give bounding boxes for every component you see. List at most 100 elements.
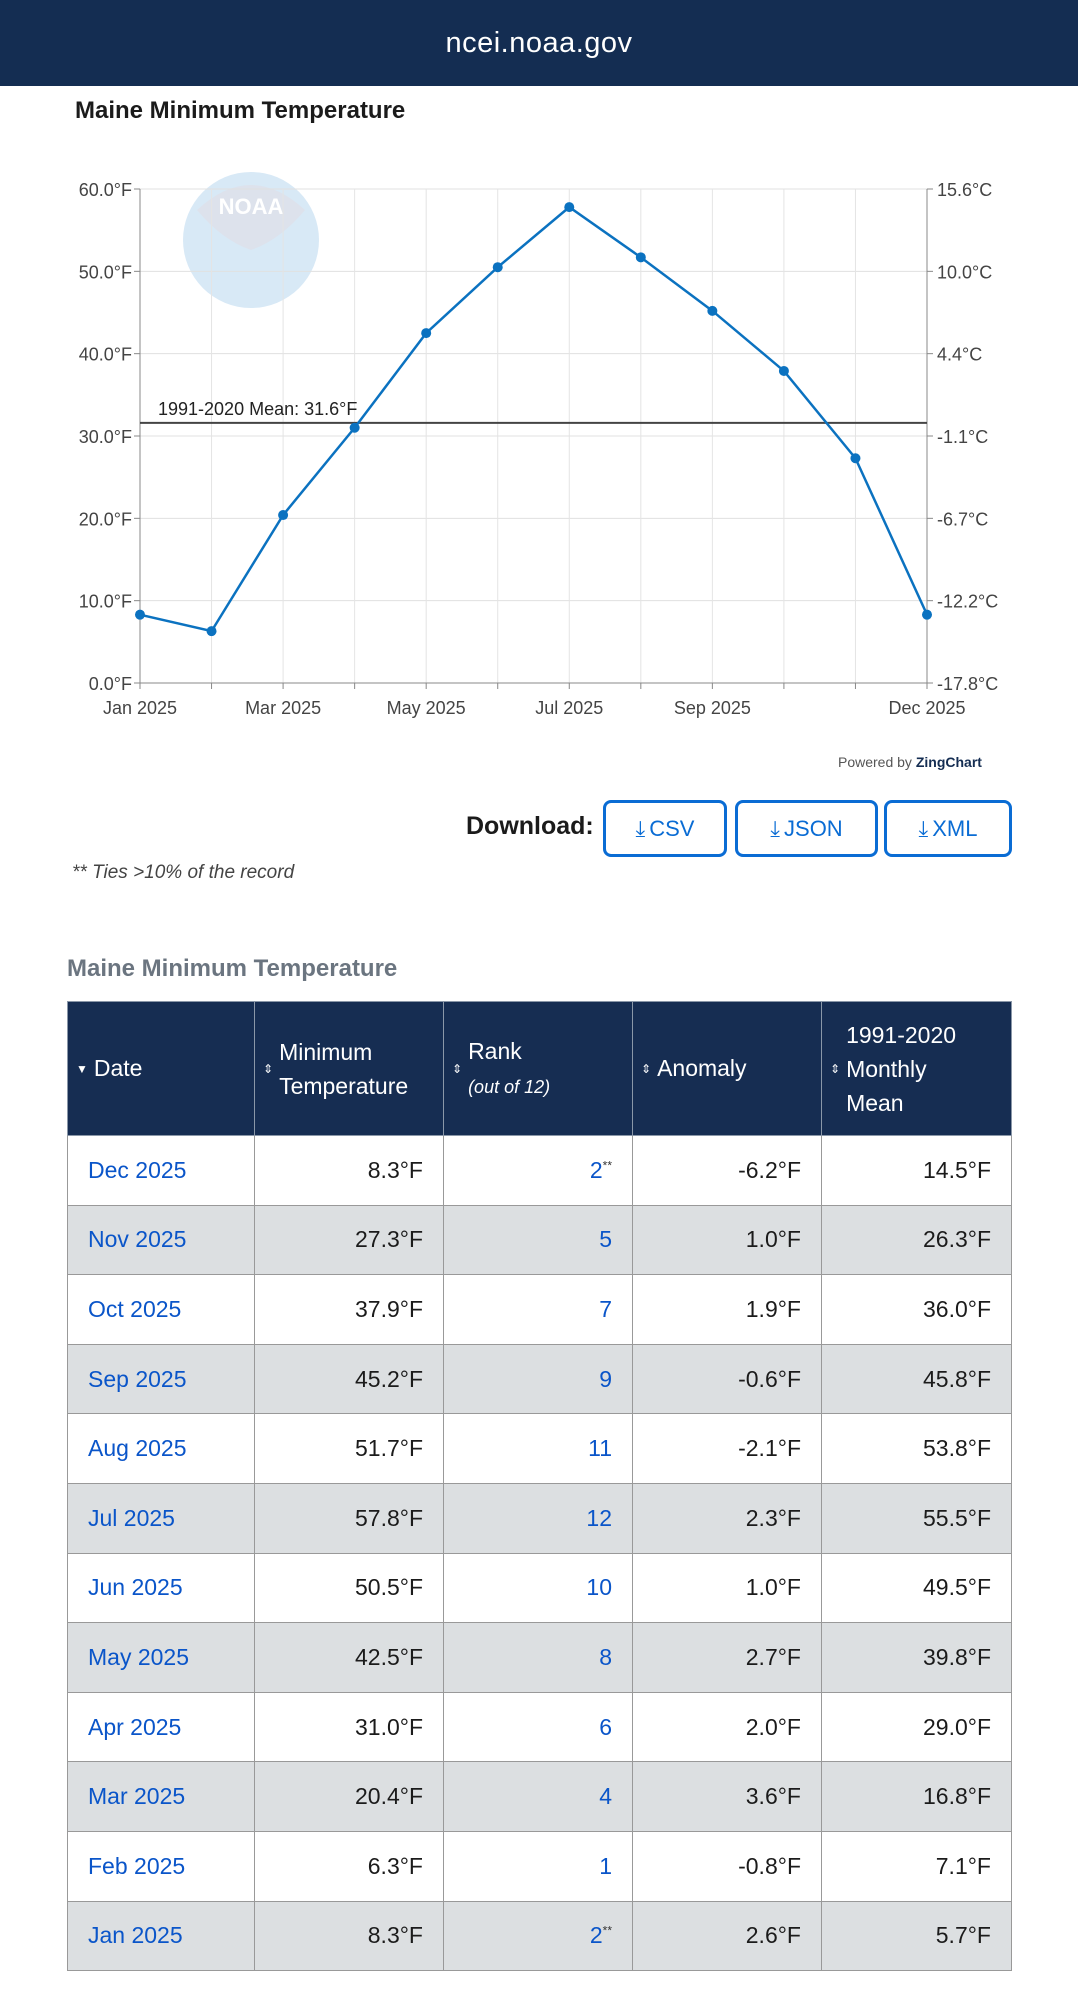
rank-cell[interactable]: 10 bbox=[443, 1552, 633, 1624]
download-label: Download: bbox=[466, 812, 594, 840]
min-temp-value: 6.3°F bbox=[367, 1852, 423, 1879]
col-anomaly[interactable]: ⇕ Anomaly bbox=[632, 1001, 822, 1136]
x-tick-label: Jul 2025 bbox=[535, 698, 603, 718]
anomaly-cell: 2.3°F bbox=[632, 1482, 822, 1554]
data-point bbox=[707, 305, 718, 316]
rank-value: 10 bbox=[586, 1574, 612, 1601]
data-point bbox=[135, 609, 145, 620]
rank-cell[interactable]: 5 bbox=[443, 1204, 633, 1276]
anomaly-value: 3.6°F bbox=[745, 1783, 801, 1810]
rank-cell[interactable]: 9 bbox=[443, 1343, 633, 1415]
mean-value: 29.0°F bbox=[922, 1713, 991, 1740]
data-point bbox=[421, 328, 432, 339]
rank-cell[interactable]: 6 bbox=[443, 1691, 633, 1763]
col-date[interactable]: ▼ Date bbox=[67, 1001, 255, 1136]
min-temp-value: 27.3°F bbox=[354, 1226, 423, 1253]
col-min-temp[interactable]: ⇕ Minimum Temperature bbox=[254, 1001, 444, 1136]
date-link-value: Feb 2025 bbox=[88, 1852, 186, 1879]
date-link-value: Apr 2025 bbox=[88, 1713, 182, 1740]
sort-desc-icon: ▼ bbox=[76, 1062, 88, 1077]
anomaly-cell: -0.6°F bbox=[632, 1343, 822, 1415]
anomaly-value: 1.0°F bbox=[745, 1574, 801, 1601]
mean-value: 5.7°F bbox=[935, 1922, 991, 1949]
sort-icon: ⇕ bbox=[263, 1061, 274, 1076]
date-link-cell[interactable]: Jan 2025 bbox=[67, 1900, 255, 1972]
data-point bbox=[922, 609, 932, 620]
date-link-cell[interactable]: May 2025 bbox=[67, 1622, 255, 1693]
min-temp-value: 20.4°F bbox=[354, 1783, 423, 1810]
date-link-cell[interactable]: Sep 2025 bbox=[67, 1343, 255, 1415]
date-link-value: Aug 2025 bbox=[88, 1435, 187, 1462]
mean-cell: 14.5°F bbox=[821, 1135, 1012, 1206]
mean-cell: 7.1°F bbox=[821, 1830, 1012, 1902]
mean-value: 26.3°F bbox=[922, 1226, 991, 1253]
min-temp-cell: 8.3°F bbox=[254, 1135, 444, 1206]
sort-icon: ⇕ bbox=[830, 1061, 841, 1076]
min-temp-cell: 31.0°F bbox=[254, 1691, 444, 1763]
table-row: Mar 2025 20.4°F 4 3.6°F 16.8°F bbox=[67, 1761, 1012, 1832]
download-xml-button[interactable]: ⤓ XML bbox=[884, 800, 1012, 857]
date-link-cell[interactable]: Dec 2025 bbox=[67, 1135, 255, 1206]
table-row: Jul 2025 57.8°F 12 2.3°F 55.5°F bbox=[67, 1482, 1012, 1554]
y-tick-label: 40.0°F bbox=[79, 345, 132, 365]
min-temp-value: 50.5°F bbox=[354, 1574, 423, 1601]
download-icon: ⤓ bbox=[918, 815, 929, 841]
rank-value: 12 bbox=[586, 1504, 612, 1531]
rank-cell[interactable]: 8 bbox=[443, 1622, 633, 1693]
min-temp-value: 42.5°F bbox=[354, 1643, 423, 1670]
anomaly-value: 2.3°F bbox=[745, 1504, 801, 1531]
anomaly-value: -6.2°F bbox=[738, 1156, 801, 1183]
date-link-cell[interactable]: Jun 2025 bbox=[67, 1552, 255, 1624]
zingchart-link[interactable]: ZingChart bbox=[915, 754, 982, 770]
download-json-button[interactable]: ⤓ JSON bbox=[735, 800, 878, 857]
x-tick-label: Sep 2025 bbox=[674, 698, 751, 718]
rank-cell[interactable]: 2** bbox=[443, 1135, 633, 1206]
rank-cell[interactable]: 2** bbox=[443, 1900, 633, 1972]
date-link-cell[interactable]: Nov 2025 bbox=[67, 1204, 255, 1276]
anomaly-value: 2.6°F bbox=[745, 1922, 801, 1949]
rank-value: 2 bbox=[589, 1922, 603, 1949]
mean-cell: 29.0°F bbox=[821, 1691, 1012, 1763]
powered-by[interactable]: Powered by ZingChart bbox=[838, 754, 982, 770]
tie-marker: ** bbox=[602, 1158, 612, 1173]
mean-cell: 36.0°F bbox=[821, 1274, 1012, 1345]
rank-value: 5 bbox=[599, 1226, 612, 1253]
x-tick-label: Mar 2025 bbox=[245, 698, 321, 718]
rank-cell[interactable]: 12 bbox=[443, 1482, 633, 1554]
mean-value: 45.8°F bbox=[922, 1365, 991, 1392]
col-mean[interactable]: ⇕ 1991-2020 Monthly Mean bbox=[821, 1001, 1012, 1136]
table-row: Apr 2025 31.0°F 6 2.0°F 29.0°F bbox=[67, 1691, 1012, 1763]
site-header: ncei.noaa.gov bbox=[0, 0, 1078, 86]
table-row: Oct 2025 37.9°F 7 1.9°F 36.0°F bbox=[67, 1274, 1012, 1345]
rank-cell[interactable]: 1 bbox=[443, 1830, 633, 1902]
date-link-value: Nov 2025 bbox=[88, 1226, 187, 1253]
y2-tick-label: 4.4°C bbox=[937, 345, 982, 365]
min-temp-value: 8.3°F bbox=[367, 1156, 423, 1183]
data-point bbox=[349, 422, 360, 433]
date-link-cell[interactable]: Aug 2025 bbox=[67, 1413, 255, 1484]
anomaly-value: -0.8°F bbox=[738, 1852, 801, 1879]
date-link-cell[interactable]: Apr 2025 bbox=[67, 1691, 255, 1763]
min-temp-cell: 8.3°F bbox=[254, 1900, 444, 1972]
table-row: Sep 2025 45.2°F 9 -0.6°F 45.8°F bbox=[67, 1343, 1012, 1415]
table-row: Aug 2025 51.7°F 11 -2.1°F 53.8°F bbox=[67, 1413, 1012, 1484]
anomaly-cell: 2.0°F bbox=[632, 1691, 822, 1763]
col-rank[interactable]: ⇕ Rank (out of 12) bbox=[443, 1001, 633, 1136]
mean-value: 16.8°F bbox=[922, 1783, 991, 1810]
rank-value: 11 bbox=[588, 1435, 612, 1462]
date-link-cell[interactable]: Oct 2025 bbox=[67, 1274, 255, 1345]
download-csv-button[interactable]: ⤓ CSV bbox=[603, 800, 727, 857]
date-link-cell[interactable]: Feb 2025 bbox=[67, 1830, 255, 1902]
date-link-value: Sep 2025 bbox=[88, 1365, 187, 1392]
rank-cell[interactable]: 11 bbox=[443, 1413, 633, 1484]
rank-value: 2 bbox=[589, 1156, 603, 1183]
date-link-cell[interactable]: Mar 2025 bbox=[67, 1761, 255, 1832]
anomaly-value: 2.0°F bbox=[745, 1713, 801, 1740]
download-icon: ⤓ bbox=[770, 815, 781, 841]
y-tick-label: 60.0°F bbox=[79, 180, 132, 200]
date-link-value: Oct 2025 bbox=[88, 1295, 182, 1322]
series-line bbox=[139, 205, 929, 633]
rank-cell[interactable]: 4 bbox=[443, 1761, 633, 1832]
rank-cell[interactable]: 7 bbox=[443, 1274, 633, 1345]
date-link-cell[interactable]: Jul 2025 bbox=[67, 1482, 255, 1554]
